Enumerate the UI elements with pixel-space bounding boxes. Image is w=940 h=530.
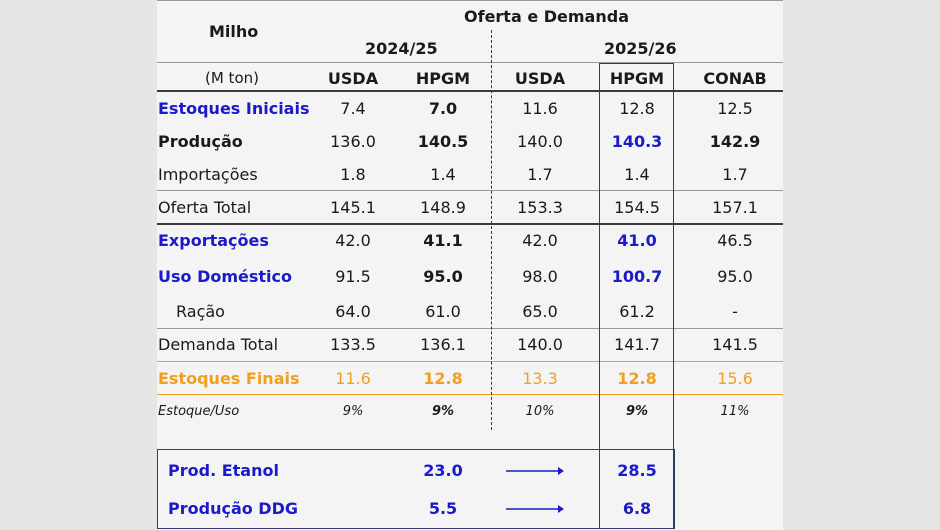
table-cell: 42.0	[335, 231, 371, 250]
season-2025-label: 2025/26	[604, 39, 677, 58]
col-hpgm-2025: HPGM	[609, 69, 665, 88]
table-cell: 133.5	[330, 335, 376, 354]
table-cell: 136.1	[420, 335, 466, 354]
ddg-2025-value: 6.8	[622, 499, 652, 518]
table-cell: 1.7	[722, 165, 748, 184]
line-after-feed	[157, 328, 783, 329]
header-divider	[157, 62, 783, 63]
top-line	[157, 0, 783, 1]
table-cell: 12.5	[717, 99, 753, 118]
line-before-ending-stocks	[157, 361, 783, 362]
table-cell: 11.6	[522, 99, 558, 118]
ddg-2024-value: 5.5	[428, 499, 458, 518]
table-cell: 100.7	[611, 267, 663, 286]
row-label-stock-to-use: Estoque/Uso	[158, 404, 240, 419]
ethanol-2024-value: 23.0	[423, 461, 463, 480]
table-cell: 10%	[525, 404, 555, 419]
row-label-ending-stocks: Estoques Finais	[158, 369, 300, 388]
table-cell: 12.8	[617, 369, 657, 388]
table-cell: 148.9	[420, 198, 466, 217]
table-cell: 98.0	[522, 267, 558, 286]
row-label-feed: Ração	[176, 302, 225, 321]
table-cell: 153.3	[517, 198, 563, 217]
table-cell: 42.0	[522, 231, 558, 250]
arrow-right-icon	[506, 505, 564, 513]
ethanol-2025-value: 28.5	[617, 461, 657, 480]
table-cell: 9%	[625, 404, 649, 419]
table-cell: 12.8	[423, 369, 463, 388]
table-cell: 140.5	[417, 132, 469, 151]
col-conab-2025: CONAB	[703, 69, 767, 88]
table-cell: 11%	[720, 404, 750, 419]
row-label-total-supply: Oferta Total	[158, 198, 252, 217]
table-cell: 41.1	[423, 231, 463, 250]
ddg-label: Produção DDG	[168, 499, 298, 518]
table-cell: 141.5	[712, 335, 758, 354]
row-label-initial-stocks: Estoques Iniciais	[158, 99, 310, 118]
row-label-production: Produção	[158, 132, 243, 151]
col-usda-2024: USDA	[327, 69, 379, 88]
table-cell: 64.0	[335, 302, 371, 321]
table-cell: 11.6	[335, 369, 371, 388]
table-cell: -	[732, 302, 738, 321]
table-cell: 12.8	[619, 99, 655, 118]
table-cell: 145.1	[330, 198, 376, 217]
unit-label: (M ton)	[205, 69, 259, 87]
table-panel	[157, 0, 783, 530]
section-title: Oferta e Demanda	[464, 7, 629, 26]
table-cell: 61.2	[619, 302, 655, 321]
commodity-title: Milho	[209, 22, 259, 41]
season-divider	[491, 30, 492, 430]
table-cell: 91.5	[335, 267, 371, 286]
table-cell: 41.0	[617, 231, 657, 250]
col-hpgm-2024: HPGM	[415, 69, 471, 88]
row-label-total-demand: Demanda Total	[158, 335, 279, 354]
table-cell: 140.3	[611, 132, 663, 151]
col-usda-2025: USDA	[514, 69, 566, 88]
table-cell: 95.0	[423, 267, 463, 286]
header-bottom-line	[157, 90, 783, 92]
table-cell: 142.9	[709, 132, 761, 151]
table-cell: 9%	[431, 404, 455, 419]
table-cell: 136.0	[330, 132, 376, 151]
table-cell: 65.0	[522, 302, 558, 321]
table-cell: 1.8	[340, 165, 366, 184]
ethanol-ddg-box	[157, 449, 675, 529]
table-cell: 1.7	[527, 165, 553, 184]
table-cell: 61.0	[425, 302, 461, 321]
table-cell: 1.4	[430, 165, 456, 184]
table-cell: 140.0	[517, 132, 563, 151]
line-after-imports	[157, 190, 783, 191]
table-cell: 46.5	[717, 231, 753, 250]
row-label-exports: Exportações	[158, 231, 269, 250]
table-cell: 157.1	[712, 198, 758, 217]
line-after-ending-stocks	[157, 394, 783, 395]
table-cell: 13.3	[522, 369, 558, 388]
table-cell: 154.5	[614, 198, 660, 217]
table-cell: 7.4	[340, 99, 366, 118]
table-cell: 1.4	[624, 165, 650, 184]
row-label-imports: Importações	[158, 165, 258, 184]
table-cell: 15.6	[717, 369, 753, 388]
table-cell: 141.7	[614, 335, 660, 354]
arrow-right-icon	[506, 467, 564, 475]
table-cell: 9%	[342, 404, 364, 419]
table-cell: 95.0	[717, 267, 753, 286]
table-cell: 140.0	[517, 335, 563, 354]
table-cell: 7.0	[428, 99, 458, 118]
season-2024-label: 2024/25	[365, 39, 438, 58]
row-label-domestic-use: Uso Doméstico	[158, 267, 293, 286]
line-after-supply	[157, 223, 783, 225]
ethanol-label: Prod. Etanol	[168, 461, 279, 480]
